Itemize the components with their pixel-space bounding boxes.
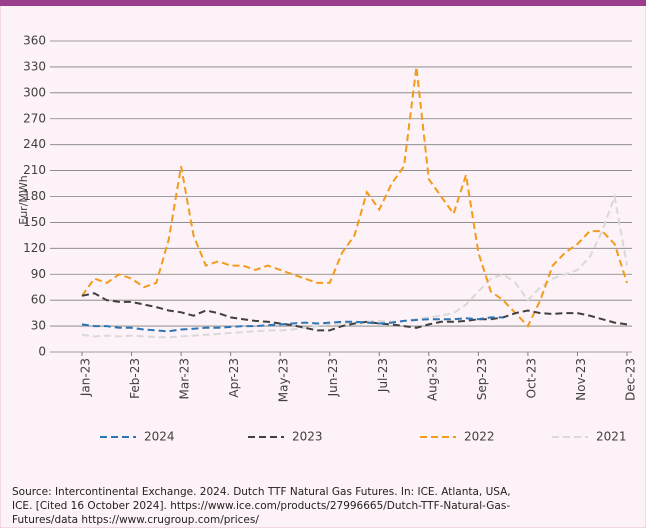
y-tick-label: 300 — [23, 85, 46, 99]
y-tick-label: 180 — [23, 189, 46, 203]
x-tick-label: Dec-23 — [624, 358, 638, 401]
x-tick-label: Mar-23 — [178, 358, 192, 399]
legend-label: 2022 — [464, 430, 495, 444]
x-tick-label: Jan-23 — [79, 358, 93, 397]
y-tick-label: 30 — [31, 319, 46, 333]
x-tick-label: Oct-23 — [524, 358, 538, 398]
x-tick-label: Sep-23 — [475, 358, 489, 400]
source-line: ICE. [Cited 16 October 2024]. https://ww… — [12, 500, 510, 512]
x-tick-label: Aug-23 — [425, 358, 439, 401]
x-tick-label: Apr-23 — [227, 358, 241, 398]
series-line — [81, 66, 628, 328]
y-tick-label: 150 — [23, 215, 46, 229]
x-tick-label: Nov-23 — [574, 358, 588, 401]
y-tick-label: 210 — [23, 163, 46, 177]
x-tick-label: Jul-23 — [376, 358, 390, 393]
series-line — [81, 192, 628, 339]
x-tick-label: Feb-23 — [128, 358, 142, 399]
x-tick-label: May-23 — [277, 358, 291, 402]
y-tick-label: 240 — [23, 137, 46, 151]
legend-label: 2021 — [596, 430, 627, 444]
legend-label: 2023 — [292, 430, 323, 444]
source-line: Futures/data https://www.crugroup.com/pr… — [12, 514, 259, 526]
y-tick-label: 120 — [23, 241, 46, 255]
legend-label: 2024 — [144, 430, 175, 444]
y-tick-label: 270 — [23, 111, 46, 125]
top-band — [0, 0, 646, 6]
y-axis-label: Eur/MWh — [17, 175, 30, 225]
y-tick-label: 0 — [38, 345, 46, 359]
y-tick-label: 60 — [31, 293, 46, 307]
x-tick-label: Jun-23 — [326, 358, 340, 397]
y-tick-label: 360 — [23, 34, 46, 48]
source-line: Source: Intercontinental Exchange. 2024.… — [12, 486, 511, 498]
series-line — [81, 316, 504, 333]
series-line — [81, 292, 628, 332]
y-tick-label: 330 — [23, 59, 46, 73]
y-tick-label: 90 — [31, 267, 46, 281]
